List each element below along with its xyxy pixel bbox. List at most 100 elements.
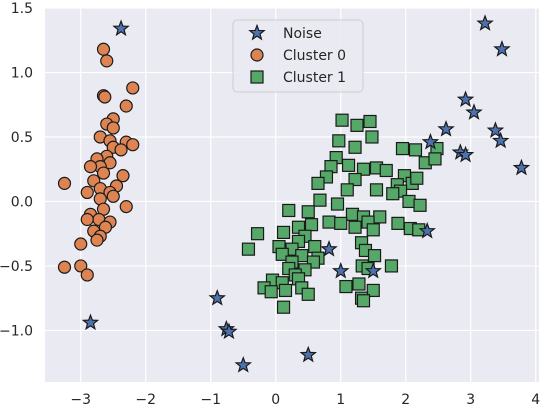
circle-point (106, 189, 120, 203)
square-point (369, 183, 384, 197)
square-point (278, 283, 293, 298)
star-point (208, 288, 227, 306)
square-point (350, 118, 364, 132)
data-points (57, 14, 531, 373)
star-point (418, 221, 436, 239)
square-point (301, 205, 315, 219)
square-point (250, 227, 265, 241)
y-tick-labels: −1.0 −0.5 0.0 0.5 1.0 1.5 (0, 1, 33, 339)
circle-point (83, 160, 98, 174)
square-point (395, 141, 410, 156)
circle-point (126, 81, 140, 95)
circle-point (98, 90, 112, 104)
y-tick-label: −1.0 (0, 323, 33, 339)
legend-label: Noise (283, 26, 322, 42)
legend-marker-square (250, 70, 264, 84)
x-tick-label: 1 (336, 392, 345, 408)
star-point (421, 132, 440, 150)
square-point (345, 207, 360, 221)
square-point (330, 197, 345, 211)
circle-point (116, 169, 130, 183)
y-tick-label: −0.5 (0, 259, 33, 275)
legend-box (232, 19, 364, 93)
circle-point (74, 259, 88, 273)
star-point (476, 14, 494, 31)
circle-point (96, 42, 111, 56)
star-point (465, 103, 483, 120)
star-point (81, 313, 100, 331)
square-point (373, 210, 387, 224)
square-point (366, 223, 380, 237)
star-point (437, 120, 455, 137)
circle-point (57, 176, 72, 190)
circle-point (80, 212, 94, 227)
y-tick-label: 0.0 (11, 194, 33, 210)
square-point (352, 277, 366, 291)
square-point (379, 163, 393, 178)
circle-point (100, 54, 114, 68)
circle-point (80, 185, 94, 200)
star-point (491, 131, 510, 149)
square-point (348, 140, 362, 154)
x-tick-label: 2 (401, 392, 410, 408)
star-point (112, 19, 130, 37)
x-tick-label: −1 (200, 392, 221, 408)
x-tick-label: 3 (466, 392, 475, 408)
star-point (234, 356, 253, 373)
square-point (322, 215, 336, 229)
circle-point (119, 200, 133, 214)
square-point (276, 225, 291, 239)
square-point (301, 287, 315, 301)
y-tick-label: 1.0 (11, 65, 33, 81)
square-point (348, 220, 362, 234)
y-tick-label: 0.5 (11, 130, 33, 146)
square-point (413, 198, 427, 212)
star-point (512, 158, 531, 176)
series-square (241, 113, 444, 314)
square-point (339, 279, 353, 294)
square-point (356, 162, 371, 176)
square-point (308, 239, 322, 254)
star-point (493, 40, 511, 57)
circle-point (106, 121, 120, 135)
circle-point (80, 268, 94, 282)
y-tick-label: 1.5 (11, 1, 33, 17)
circle-point (57, 260, 72, 274)
square-point (335, 113, 349, 127)
square-point (241, 242, 256, 256)
legend-marker-star (248, 23, 266, 41)
legend-marker-circle (250, 48, 264, 62)
square-point (391, 216, 405, 230)
square-point (311, 176, 325, 190)
series-circle (57, 42, 140, 282)
square-point (341, 158, 356, 172)
circle-point (96, 166, 111, 180)
square-point (386, 187, 400, 201)
star-point (456, 90, 475, 108)
legend-label: Cluster 0 (283, 48, 346, 64)
square-point (264, 285, 278, 299)
star-point (331, 261, 350, 279)
x-tick-label: −2 (135, 392, 156, 408)
circle-point (126, 138, 140, 152)
series-star (81, 14, 531, 373)
square-point (313, 193, 327, 207)
circle-point (90, 233, 104, 247)
square-point (365, 130, 379, 144)
square-point (304, 218, 319, 232)
x-tick-label: 4 (531, 392, 540, 408)
circle-point (114, 143, 128, 157)
star-point (486, 121, 505, 138)
square-point (282, 203, 296, 218)
legend-label: Cluster 1 (283, 70, 346, 86)
star-point (299, 345, 318, 363)
x-tick-label: 0 (271, 392, 280, 408)
x-tick-labels: −3 −2 −1 0 1 2 3 4 (70, 392, 540, 408)
square-point (428, 152, 442, 166)
square-point (276, 300, 291, 314)
square-point (332, 134, 346, 148)
square-point (334, 216, 348, 230)
star-point (320, 239, 338, 257)
star-point (456, 145, 475, 163)
